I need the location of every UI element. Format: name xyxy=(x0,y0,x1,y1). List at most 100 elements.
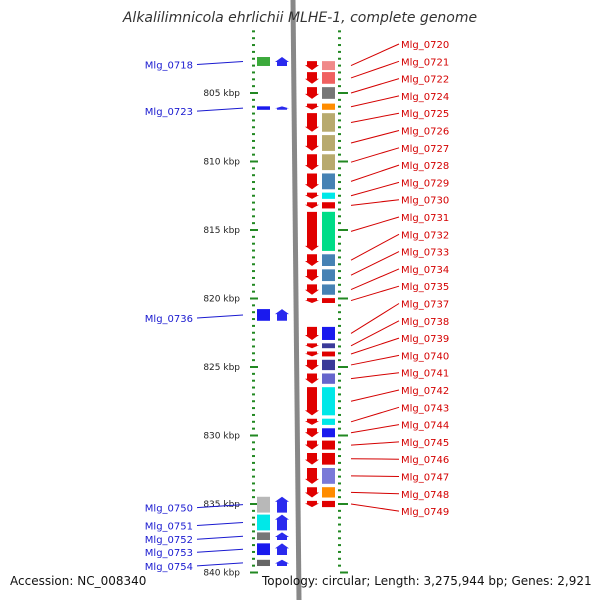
strand-arrow xyxy=(305,468,319,484)
gene-leader-line xyxy=(350,130,400,144)
gene-block xyxy=(257,559,270,567)
gene-block xyxy=(322,418,335,425)
gene-leader-line xyxy=(350,112,400,123)
tick-dot-left xyxy=(252,167,255,170)
tick-dot-right xyxy=(338,208,341,211)
gene-block xyxy=(322,61,335,71)
major-tick-left xyxy=(250,366,258,368)
gene-block xyxy=(322,351,335,357)
kbp-label: 820 kbp xyxy=(203,295,240,305)
kbp-label: 830 kbp xyxy=(203,432,240,442)
tick-dot-left xyxy=(252,126,255,129)
gene-block xyxy=(322,373,335,384)
gene-block xyxy=(322,154,335,171)
kbp-label: 825 kbp xyxy=(203,363,240,373)
tick-dot-right xyxy=(338,557,341,560)
gene-label: Mlg_0746 xyxy=(401,455,449,466)
tick-dot-right xyxy=(338,311,341,314)
kbp-label: 835 kbp xyxy=(203,500,240,510)
tick-dot-left xyxy=(252,105,255,108)
tick-dot-right xyxy=(338,523,341,526)
gene-leader-line xyxy=(350,389,400,402)
gene-leader-line xyxy=(350,424,400,434)
tick-dot-right xyxy=(338,441,341,444)
tick-dot-right xyxy=(338,550,341,553)
strand-arrow xyxy=(305,440,319,450)
gene-label: Mlg_0749 xyxy=(401,507,449,518)
gene-block xyxy=(322,87,335,99)
tick-dot-left xyxy=(252,318,255,321)
major-tick-left xyxy=(250,229,258,231)
gene-block xyxy=(322,173,335,190)
tick-dot-right xyxy=(338,153,341,156)
tick-dot-right xyxy=(338,222,341,225)
strand-arrow xyxy=(305,72,319,84)
tick-dot-left xyxy=(252,112,255,115)
tick-dot-left xyxy=(252,550,255,553)
gene-block xyxy=(322,254,335,266)
tick-dot-right xyxy=(338,37,341,40)
gene-label: Mlg_0750 xyxy=(145,504,193,515)
tick-dot-right xyxy=(338,78,341,81)
strand-arrow xyxy=(275,309,289,321)
gene-leader-line xyxy=(350,78,400,94)
gene-leader-line xyxy=(350,354,400,366)
tick-dot-right xyxy=(338,270,341,273)
gene-block xyxy=(257,57,270,66)
tick-dot-left xyxy=(252,448,255,451)
gene-leader-line xyxy=(350,285,400,302)
tick-dot-right xyxy=(338,544,341,547)
tick-dot-left xyxy=(252,71,255,74)
tick-dot-right xyxy=(338,276,341,279)
strand-arrow xyxy=(305,154,319,171)
tick-dot-left xyxy=(252,139,255,142)
tick-dot-right xyxy=(338,530,341,533)
gene-label: Mlg_0726 xyxy=(401,127,449,138)
tick-dot-left xyxy=(252,489,255,492)
gene-leader-line xyxy=(350,475,400,477)
gene-label: Mlg_0729 xyxy=(401,178,449,189)
gene-label: Mlg_0742 xyxy=(401,386,449,397)
tick-dot-right xyxy=(338,64,341,67)
tick-dot-right xyxy=(338,400,341,403)
strand-arrow xyxy=(305,202,319,209)
gene-block xyxy=(257,532,270,540)
tick-dot-right xyxy=(338,331,341,334)
major-tick-left xyxy=(250,503,258,505)
gene-label: Mlg_0752 xyxy=(145,535,193,546)
gene-leader-line xyxy=(196,535,244,540)
tick-dot-right xyxy=(338,509,341,512)
strand-arrow xyxy=(275,106,289,110)
major-tick-left xyxy=(250,92,258,94)
strand-arrow xyxy=(305,211,319,251)
genome-backbone xyxy=(290,0,302,600)
tick-dot-left xyxy=(252,222,255,225)
strand-arrow xyxy=(305,173,319,190)
tick-dot-left xyxy=(252,345,255,348)
tick-dot-right xyxy=(338,516,341,519)
tick-dot-right xyxy=(338,537,341,540)
gene-label: Mlg_0751 xyxy=(145,521,193,532)
tick-dot-right xyxy=(338,92,341,94)
accession-label: Accession: NC_008340 xyxy=(10,574,147,588)
gene-label: Mlg_0732 xyxy=(401,230,449,241)
gene-block xyxy=(322,72,335,84)
tick-dot-left xyxy=(252,187,255,190)
gene-leader-line xyxy=(196,60,244,65)
strand-arrow xyxy=(275,559,289,567)
kbp-label: 810 kbp xyxy=(203,158,240,168)
tick-dot-left xyxy=(252,215,255,218)
tick-dot-left xyxy=(252,359,255,362)
major-tick-left xyxy=(250,571,258,574)
tick-dot-left xyxy=(252,379,255,382)
tick-dot-left xyxy=(252,455,255,458)
tick-dot-right xyxy=(338,304,341,307)
tick-dot-left xyxy=(252,263,255,266)
gene-leader-line xyxy=(350,268,400,291)
tick-dot-left xyxy=(252,393,255,396)
tick-dot-left xyxy=(252,420,255,423)
gene-leader-line xyxy=(350,147,400,163)
tick-dot-right xyxy=(338,119,341,122)
tick-dot-right xyxy=(338,461,341,464)
kbp-label: 815 kbp xyxy=(203,226,240,236)
